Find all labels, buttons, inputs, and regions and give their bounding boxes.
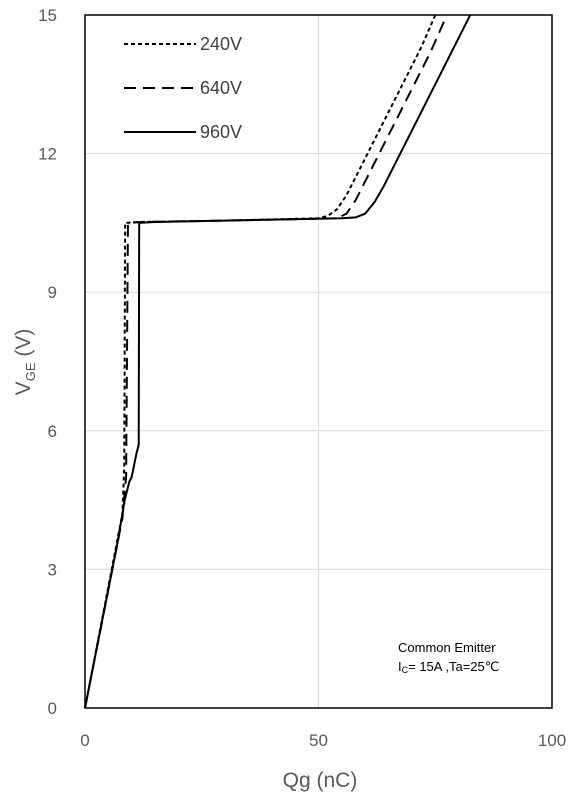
legend-label-960v: 960V <box>200 122 242 142</box>
annotation-ic-subscript: C <box>402 665 409 675</box>
tick-labels: 0 3 6 9 12 15 0 50 100 <box>38 6 566 750</box>
legend-label-640v: 640V <box>200 78 242 98</box>
y-axis-title-subscript: GE <box>23 362 38 381</box>
y-tick-label: 9 <box>48 283 57 302</box>
x-tick-label: 0 <box>80 731 89 750</box>
y-tick-label: 12 <box>38 145 57 164</box>
annotation-line-2: IC= 15A ,Ta=25℃ <box>398 659 499 675</box>
x-axis-title: Qg (nC) <box>283 769 358 792</box>
y-tick-label: 15 <box>38 6 57 25</box>
test-conditions-annotation: Common Emitter IC= 15A ,Ta=25℃ <box>398 640 499 675</box>
y-tick-label: 6 <box>48 422 57 441</box>
series-line-640v <box>84 14 448 709</box>
series-line-240v <box>84 14 437 709</box>
y-axis-title: VGE (V) <box>12 329 38 396</box>
annotation-ic-prefix: I <box>398 659 402 674</box>
y-tick-label: 3 <box>48 560 57 579</box>
grid <box>84 14 553 709</box>
series-line-960v <box>84 14 472 709</box>
y-tick-label: 0 <box>48 699 57 718</box>
legend-label-240v: 240V <box>200 34 242 54</box>
y-axis-title-unit: (V) <box>12 329 35 363</box>
annotation-line-1: Common Emitter <box>398 640 496 655</box>
legend: 240V 640V 960V <box>124 34 242 142</box>
series-lines <box>84 14 472 709</box>
plot-frame <box>84 14 553 709</box>
x-tick-label: 100 <box>538 731 566 750</box>
y-axis-title-main: V <box>12 381 35 395</box>
x-tick-label: 50 <box>309 731 328 750</box>
annotation-conditions: = 15A ,Ta=25℃ <box>408 659 499 674</box>
